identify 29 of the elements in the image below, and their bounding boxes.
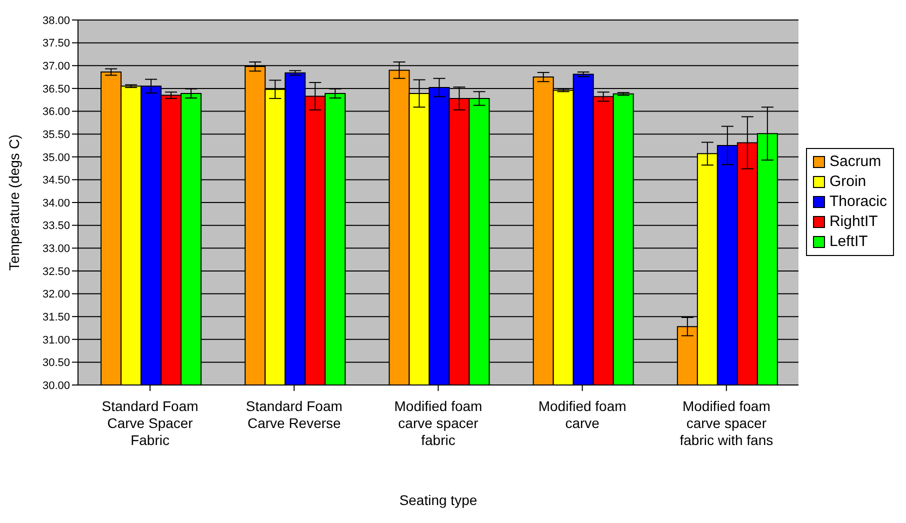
x-tick-label: Standard Foam Carve Spacer Fabric — [102, 398, 198, 448]
y-tick-label: 37.50 — [42, 38, 70, 50]
legend-label: Groin — [828, 172, 868, 192]
y-tick-label: 31.50 — [42, 311, 70, 324]
y-tick-label: 30.50 — [42, 357, 70, 370]
y-tick-label: 34.00 — [42, 197, 70, 210]
legend-label: LeftIT — [828, 232, 869, 252]
y-tick-label: 32.00 — [42, 288, 70, 301]
x-axis-title: Seating type — [399, 492, 478, 508]
y-tick-label: 36.00 — [42, 106, 70, 118]
y-tick-label: 35.00 — [42, 152, 70, 164]
y-tick-label: 35.50 — [42, 128, 70, 141]
x-tick-label: Modified foam carve spacer fabric with fans — [680, 398, 774, 448]
x-tick-label: Modified foam carve spacer fabric — [394, 398, 482, 448]
y-axis-title: Temperature (degs C) — [6, 134, 22, 271]
y-tick-label: 32.50 — [42, 266, 70, 278]
x-tick-label: Standard Foam Carve Reverse — [246, 398, 342, 431]
y-tick-label: 33.00 — [42, 243, 70, 256]
y-tick-label: 30.00 — [42, 380, 70, 392]
y-tick-label: 33.50 — [42, 220, 70, 232]
y-tick-label: 36.50 — [42, 83, 70, 96]
y-tick-label: 38.00 — [42, 14, 70, 27]
legend-label: Sacrum — [828, 152, 882, 172]
legend-label: RightIT — [828, 212, 879, 232]
y-tick-label: 34.50 — [42, 174, 70, 187]
legend-label: Thoracic — [828, 192, 887, 212]
y-tick-label: 37.00 — [42, 60, 70, 73]
x-tick-label: Modified foam carve — [538, 398, 626, 431]
y-tick-label: 31.00 — [42, 334, 70, 346]
